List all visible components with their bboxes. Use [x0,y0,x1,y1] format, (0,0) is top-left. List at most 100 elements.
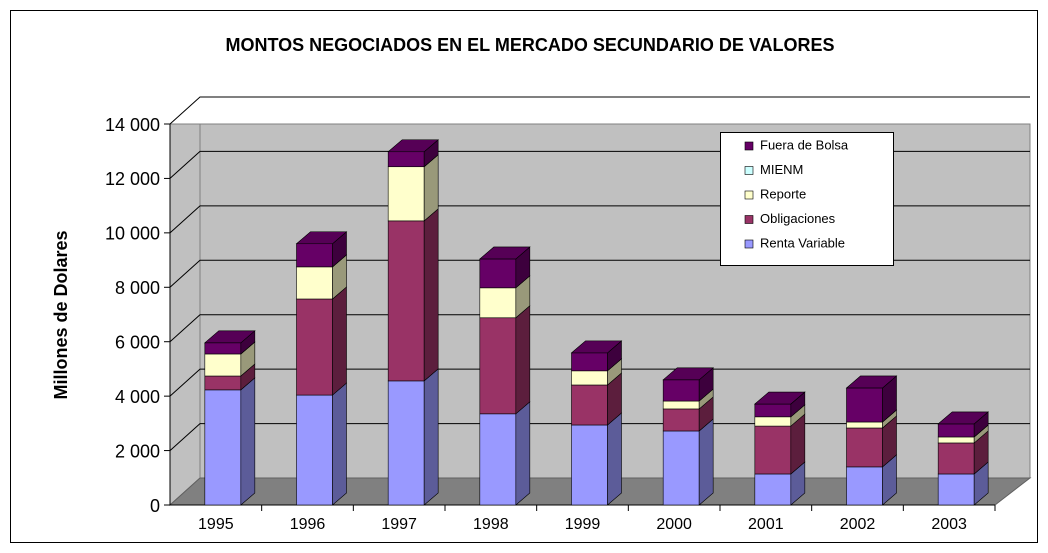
bar-side-shade [974,461,989,505]
bar-segment [479,317,517,415]
x-tick-label: 2001 [748,516,784,533]
legend-label: Renta Variable [760,235,845,250]
bar-segment [937,423,975,438]
legend-label: Reporte [760,186,806,201]
bar-side-shade [515,275,530,318]
x-tick-label: 2003 [931,516,967,533]
bar-segment [571,370,608,386]
bar-top-shade [479,246,530,259]
bar-side-shade [424,208,439,381]
legend-swatch [744,141,754,151]
bar-top-shade [663,367,714,380]
bar-segment [846,466,883,506]
bar-top-shade [846,375,897,388]
bar-segment [571,352,608,372]
bar-segment [296,394,333,506]
x-tick-label: 1998 [473,516,509,533]
bar-top-shade [204,330,255,343]
bar-segment [204,342,242,355]
bar-side-shade [240,377,255,505]
bar-segment [937,436,975,444]
bar-segment [846,427,883,468]
bar-segment [662,408,700,432]
grid-line [169,368,1030,397]
side-wall [169,123,201,507]
bar-side-shade [974,424,989,443]
y-tick-label: 6 000 [115,332,160,352]
x-tick-label: 1997 [381,516,417,533]
bar-segment [296,243,333,268]
bar-segment [937,473,975,506]
y-tick-label: 2 000 [115,441,160,461]
bar-side-shade [240,364,255,390]
bar-side-shade [240,330,255,354]
grid-line [169,423,1030,451]
bar-side-shade [332,286,347,396]
bar-segment [846,387,883,423]
bar-side-shade [699,418,714,505]
bar-side-shade [882,375,897,422]
bar-top-shade [571,340,622,353]
legend-label: MIENM [760,162,803,177]
bar-segment [387,380,425,506]
x-tick-label: 2002 [840,516,876,533]
bar-side-shade [790,404,805,427]
bar-side-shade [607,340,622,371]
bar-top-shade [754,392,805,405]
bar-top [845,375,898,389]
bar-side-shade [882,409,897,428]
bar-side-shade [607,412,622,505]
y-tick-label: 8 000 [115,278,160,298]
bar-segment [571,424,608,506]
legend-label: Fuera de Bolsa [760,137,849,152]
bar-segment [479,287,517,319]
bar-top [387,139,439,153]
bar-side-shade [699,396,714,431]
x-tick-label: 1995 [198,516,234,533]
bar-segment [754,403,792,418]
bar-segment [662,430,700,506]
bar-segment [754,425,792,475]
bar-top [479,246,531,260]
legend-swatch [744,190,754,200]
y-tick-label: 4 000 [115,387,160,407]
bar-segment [479,258,517,289]
bar-top-shade [388,139,439,152]
bar-side-shade [790,392,805,417]
bar-side-shade [424,139,439,167]
bar-side-shade [699,367,714,402]
bar-segment [937,442,975,475]
bar-side-shade [332,231,347,267]
bar-top-shade [938,411,989,424]
bar-top [295,231,348,245]
bar-segment [204,353,242,377]
legend-swatch [744,215,754,224]
x-tick-label: 1999 [565,516,601,533]
bar-side-shade [607,358,622,385]
bar-side-shade [424,154,439,221]
grid-line [169,314,1030,343]
bar-top [937,411,989,425]
bar-segment [296,298,333,396]
bar-side-shade [790,461,805,505]
y-axis-title: Millones de Dolares [51,230,71,399]
legend-swatch [744,239,754,249]
legend-label: Obligaciones [760,211,836,226]
bar-top-shade [296,231,347,244]
bar-segment [754,416,792,427]
bar-side-shade [515,401,530,505]
grid-line [169,96,1030,125]
bar-top [662,367,714,381]
bar-segment [296,266,333,300]
y-tick-label: 10 000 [105,224,160,244]
bar-side-shade [515,305,530,414]
bar-segment [204,389,242,506]
bar-side-shade [882,454,897,505]
x-tick-label: 1996 [290,516,326,533]
bar-side-shade [699,389,714,409]
bar-side-shade [607,372,622,425]
bar-segment [754,473,792,506]
bar-segment [387,166,425,222]
